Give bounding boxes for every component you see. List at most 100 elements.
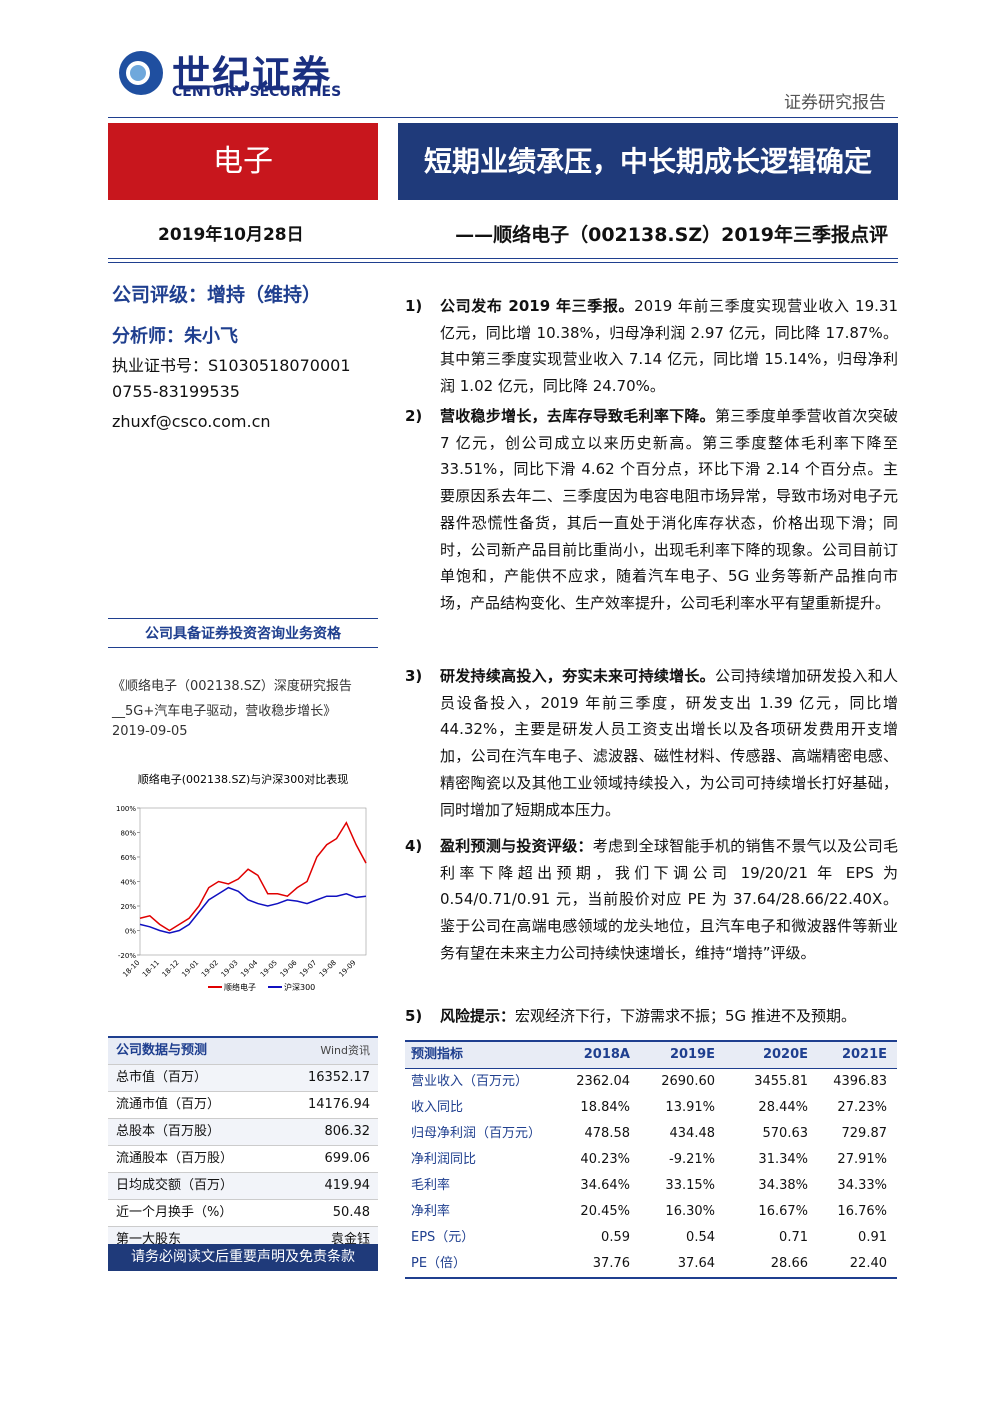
- forecast-row: 净利率 20.45% 16.30% 16.67% 16.76%: [405, 1199, 897, 1225]
- x-tick-label: 19-02: [200, 959, 220, 979]
- cell: 28.66: [770, 1256, 808, 1271]
- forecast-row: 收入同比 18.84% 13.91% 28.44% 27.23%: [405, 1095, 897, 1121]
- analyst: 分析师：朱小飞: [112, 326, 238, 347]
- cell: 2690.60: [661, 1074, 715, 1089]
- x-tick-label: 19-09: [338, 959, 358, 979]
- company-row: 日均成交额（百万） 419.94: [108, 1173, 378, 1200]
- point-body: 公司持续增加研发投入和人员设备投入，2019 年前三季度，研发支出 1.39 亿…: [440, 667, 898, 819]
- cell: 20.45%: [580, 1204, 630, 1219]
- cell: 729.87: [841, 1126, 888, 1141]
- label: 流通市值（百万）: [116, 1097, 221, 1112]
- y-tick-label: -20%: [118, 952, 136, 960]
- cell: 27.23%: [837, 1100, 887, 1115]
- forecast-row: 毛利率 34.64% 33.15% 34.38% 34.33%: [405, 1173, 897, 1199]
- y-tick-label: 60%: [120, 854, 136, 862]
- forecast-head: 预测指标 2018A 2019E 2020E 2021E: [405, 1040, 897, 1069]
- header-cell: 预测指标: [411, 1047, 464, 1062]
- row-label: 净利润同比: [411, 1152, 477, 1167]
- company-table: 公司数据与预测 Wind资讯 总市值（百万） 16352.17 流通市值（百万） 141…: [108, 1036, 378, 1254]
- cell: 27.91%: [837, 1152, 887, 1167]
- company-row: 流通股本（百万股） 699.06: [108, 1146, 378, 1173]
- cell: -9.21%: [669, 1152, 715, 1167]
- header-cell: 2020E: [762, 1047, 808, 1062]
- row-label: 营业收入（百万元）: [411, 1074, 529, 1089]
- point-lead: 盈利预测与投资评级：: [440, 837, 593, 855]
- cell: 478.58: [584, 1126, 631, 1141]
- cell: 18.84%: [580, 1100, 630, 1115]
- forecast-table: 预测指标 2018A 2019E 2020E 2021E 营业收入（百万元） 2362.04…: [405, 1040, 897, 1279]
- point: 研发持续高投入，夯实未来可持续增长。公司持续增加研发投入和人员设备投入，2019…: [440, 663, 898, 823]
- line: [139, 886, 367, 934]
- legend-label: 沪深300: [284, 982, 315, 992]
- value: 14176.94: [307, 1097, 370, 1112]
- company-table-head: 公司数据与预测 Wind资讯: [108, 1036, 378, 1065]
- table-source: Wind资讯: [320, 1044, 370, 1057]
- x-tick-label: 18-12: [161, 959, 181, 979]
- y-tick-label: 0%: [125, 928, 136, 936]
- table-title: 公司数据与预测: [116, 1043, 208, 1058]
- cell: 28.44%: [758, 1100, 808, 1115]
- logo-en: CENTURY SECURITIES: [172, 84, 342, 100]
- logo-icon: [119, 51, 163, 95]
- chart-title: 顺络电子(002138.SZ)与沪深300对比表现: [138, 772, 349, 786]
- logo-cn: 世纪证券: [172, 53, 333, 97]
- point-body: 2019 年前三季度实现营业收入 19.31 亿元，同比增 10.38%，归母净…: [440, 297, 898, 396]
- cell: 33.15%: [665, 1178, 715, 1193]
- point-lead: 研发持续高投入，夯实未来可持续增长。: [440, 667, 715, 685]
- point-lead: 营收稳步增长，去库存导致毛利率下降。: [440, 407, 715, 425]
- forecast-row: 净利润同比 40.23% -9.21% 31.34% 27.91%: [405, 1147, 897, 1173]
- x-tick-label: 19-05: [259, 959, 279, 979]
- cell: 16.30%: [665, 1204, 715, 1219]
- company-row: 总市值（百万） 16352.17: [108, 1065, 378, 1092]
- company-row: 流通市值（百万） 14176.94: [108, 1092, 378, 1119]
- row-label: EPS（元）: [411, 1230, 475, 1245]
- x-tick-label: 19-07: [298, 959, 318, 979]
- rating: 公司评级：增持（维持）: [112, 284, 322, 306]
- date: 2019年10月28日: [158, 225, 304, 245]
- cell: 0.71: [779, 1230, 808, 1245]
- cell: 37.64: [677, 1256, 715, 1271]
- label: 日均成交额（百万）: [116, 1178, 234, 1193]
- y-tick-label: 80%: [120, 830, 136, 838]
- rule: [108, 117, 898, 118]
- header-cell: 2018A: [583, 1047, 630, 1062]
- x-tick-label: 18-11: [141, 959, 161, 979]
- point-number: 3): [405, 667, 423, 685]
- license: 执业证书号：S1030518070001: [112, 356, 351, 375]
- row-label: 归母净利润（百万元）: [411, 1126, 542, 1141]
- point-number: 2): [405, 407, 423, 425]
- point-body: 考虑到全球智能手机的销售不景气以及公司毛利率下降超出预期，我们下调公司 19/2…: [440, 837, 898, 962]
- point-lead: 风险提示：: [440, 1007, 516, 1025]
- subtitle: ——顺络电子（002138.SZ）2019年三季报点评: [455, 224, 888, 246]
- cell: 22.40: [849, 1256, 887, 1271]
- cell: 16.67%: [758, 1204, 808, 1219]
- y-tick-label: 20%: [120, 903, 136, 911]
- row-label: 净利率: [411, 1204, 451, 1219]
- cell: 434.48: [669, 1126, 716, 1141]
- forecast-row: 归母净利润（百万元） 478.58 434.48 570.63 729.87: [405, 1121, 897, 1147]
- company-rows: 总市值（百万） 16352.17 流通市值（百万） 14176.94 总股本（百万股） 8…: [108, 1065, 378, 1254]
- row-label: 收入同比: [411, 1100, 464, 1115]
- report-type: 证券研究报告: [784, 93, 886, 113]
- cell: 31.34%: [758, 1152, 808, 1167]
- x-tick-label: 19-08: [318, 959, 338, 979]
- cell: 570.63: [762, 1126, 809, 1141]
- x-tick-label: 19-06: [279, 958, 299, 978]
- title: 短期业绩承压，中长期成长逻辑确定: [398, 123, 898, 200]
- y-tick-label: 40%: [120, 879, 136, 887]
- company-row: 近一个月换手（%） 50.48: [108, 1200, 378, 1227]
- value: 419.94: [324, 1178, 371, 1193]
- y-tick-label: 100%: [116, 805, 136, 813]
- cell: 34.33%: [837, 1178, 887, 1193]
- cell: 34.64%: [580, 1178, 630, 1193]
- cell: 4396.83: [833, 1074, 887, 1089]
- cell: 0.54: [686, 1230, 715, 1245]
- cell: 13.91%: [665, 1100, 715, 1115]
- label: 总股本（百万股）: [116, 1124, 221, 1139]
- footer: 请务必阅读文后重要声明及免责条款: [108, 1244, 378, 1271]
- line: [139, 821, 367, 932]
- point: 公司发布 2019 年三季报。2019 年前三季度实现营业收入 19.31 亿元…: [440, 293, 898, 400]
- row-label: PE（倍）: [411, 1256, 467, 1271]
- related-date: 2019-09-05: [112, 724, 188, 739]
